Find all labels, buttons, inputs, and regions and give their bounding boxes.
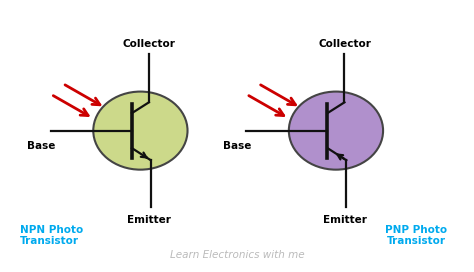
- Text: NPN Photo
Transistor: NPN Photo Transistor: [20, 225, 83, 246]
- Ellipse shape: [93, 92, 188, 170]
- Text: Emitter: Emitter: [322, 215, 366, 225]
- Text: Learn Electronics with me: Learn Electronics with me: [170, 250, 304, 260]
- Text: Base: Base: [223, 141, 251, 152]
- Text: Emitter: Emitter: [127, 215, 171, 225]
- Ellipse shape: [289, 92, 383, 170]
- Text: PNP Photo
Transistor: PNP Photo Transistor: [385, 225, 447, 246]
- Text: Collector: Collector: [318, 39, 371, 48]
- Text: Collector: Collector: [122, 39, 175, 48]
- Text: Base: Base: [27, 141, 55, 152]
